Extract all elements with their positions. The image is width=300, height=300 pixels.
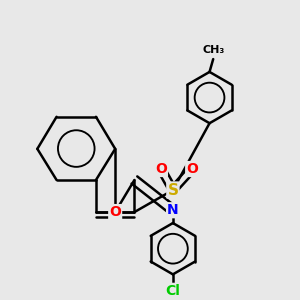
Text: O: O [155,162,167,176]
Text: O: O [186,162,198,176]
Text: S: S [167,183,178,198]
Text: Cl: Cl [166,284,180,298]
Text: O: O [109,205,121,219]
Text: CH₃: CH₃ [202,45,224,55]
Text: N: N [167,203,179,217]
